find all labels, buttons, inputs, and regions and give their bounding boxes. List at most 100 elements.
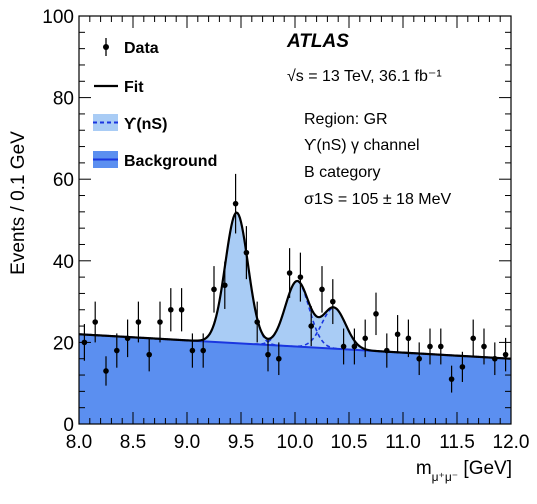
- x-tick-label: 12.0: [493, 432, 530, 453]
- data-point-marker: [502, 351, 509, 358]
- y-tick-label: 40: [53, 252, 74, 273]
- info-region: Region: GR: [304, 111, 388, 128]
- background-area: [79, 334, 511, 424]
- y-tick-label: 20: [53, 333, 74, 354]
- data-point: [243, 226, 250, 280]
- data-point: [189, 333, 196, 368]
- data-point-marker: [373, 311, 379, 317]
- x-tick-label: 8.0: [66, 432, 92, 453]
- x-axis-title: mμ⁺μ⁻ [GeV]: [416, 458, 512, 484]
- data-point: [276, 342, 282, 376]
- data-point: [319, 266, 325, 313]
- legend-item-background: Background: [93, 151, 217, 170]
- data-point: [92, 301, 98, 343]
- legend-fit-label: Fit: [124, 79, 144, 96]
- data-point-marker: [135, 319, 142, 325]
- data-point-marker: [481, 343, 487, 350]
- y-axis-title: Events / 0.1 GeV: [8, 131, 29, 275]
- data-point-marker: [276, 355, 282, 362]
- data-point: [146, 337, 152, 372]
- data-point: [200, 333, 206, 368]
- data-point: [416, 342, 423, 376]
- data-point: [405, 319, 412, 358]
- info-resolution: σ1S = 105 ± 18 MeV: [304, 191, 452, 208]
- data-point: [265, 337, 271, 372]
- data-point-marker: [168, 306, 174, 313]
- data-point-marker: [114, 347, 120, 354]
- energy-lumi-label: √s = 13 TeV, 36.1 fb⁻¹: [287, 68, 442, 85]
- data-point-marker: [416, 355, 423, 362]
- data-point-marker: [340, 343, 347, 350]
- fit-line: [78, 211, 512, 360]
- data-point-marker: [146, 351, 152, 358]
- data-point-marker: [308, 323, 315, 329]
- data-point: [254, 301, 260, 343]
- data-point: [168, 288, 174, 332]
- data-point-marker: [124, 335, 131, 342]
- data-point-marker: [470, 335, 477, 342]
- data-point-marker: [459, 364, 466, 370]
- data-point: [481, 328, 487, 365]
- signal-area: [79, 212, 511, 359]
- legend-signal-label: ϒ(nS): [124, 116, 167, 133]
- data-point: [448, 365, 455, 393]
- data-point: [351, 328, 358, 365]
- data-point: [438, 328, 444, 365]
- info-channel: ϒ(nS) γ channel: [304, 137, 420, 154]
- data-point: [232, 173, 239, 234]
- data-point: [178, 288, 185, 332]
- axes: 8.0 8.5 9.0 9.5 10.0 10.5 11.0 11.5 12.0 0 20 40 60 8…: [42, 7, 529, 453]
- data-point: [470, 319, 477, 358]
- x-tick-label: 9.0: [174, 432, 200, 453]
- data-point-marker: [384, 347, 390, 354]
- data-point-marker: [448, 376, 455, 382]
- data-point: [340, 328, 347, 365]
- legend-background-label: Background: [124, 153, 217, 170]
- data-point-marker: [351, 343, 358, 350]
- data-point-marker: [427, 343, 433, 350]
- signal-component-2: [247, 280, 347, 351]
- data-point-marker: [319, 286, 325, 293]
- data-point: [373, 292, 379, 336]
- data-point: [211, 266, 217, 313]
- y-tick-label: 100: [42, 7, 74, 28]
- data-point: [297, 252, 304, 302]
- data-point-marker: [297, 274, 304, 280]
- data-point-marker: [178, 306, 185, 313]
- data-point-marker: [200, 347, 206, 354]
- data-point: [459, 351, 466, 382]
- data-point-marker: [157, 319, 163, 325]
- data-point: [492, 342, 498, 376]
- legend-data-label: Data: [124, 40, 159, 57]
- data-point: [222, 261, 228, 309]
- legend-item-data: Data: [103, 38, 159, 57]
- data-point-marker: [92, 319, 98, 325]
- data-point: [114, 333, 120, 368]
- y-tick-label: 80: [53, 89, 74, 110]
- data-point-marker: [232, 200, 239, 207]
- data-point-marker: [492, 355, 498, 362]
- legend-item-fit: Fit: [94, 79, 144, 96]
- data-point: [330, 279, 336, 325]
- info-block: Region: GR ϒ(nS) γ channel B category σ1…: [304, 111, 452, 208]
- data-point-marker: [211, 286, 217, 293]
- data-point-marker: [438, 343, 444, 350]
- data-point-marker: [243, 249, 250, 256]
- x-tick-label: 10.0: [277, 432, 314, 453]
- x-tick-label: 8.5: [120, 432, 146, 453]
- data-point-marker: [362, 335, 369, 342]
- legend-data-marker: [103, 44, 109, 50]
- legend-item-signal: ϒ(nS): [93, 114, 167, 133]
- x-tick-label: 10.5: [331, 432, 368, 453]
- data-point: [427, 328, 433, 365]
- data-point: [103, 356, 109, 386]
- data-point: [384, 333, 390, 368]
- data-point: [394, 315, 401, 354]
- data-point-marker: [265, 351, 271, 358]
- data-point: [135, 301, 142, 343]
- data-point: [124, 319, 131, 358]
- plot-area: [78, 173, 512, 424]
- data-point-marker: [103, 368, 109, 374]
- data-point: [286, 248, 293, 298]
